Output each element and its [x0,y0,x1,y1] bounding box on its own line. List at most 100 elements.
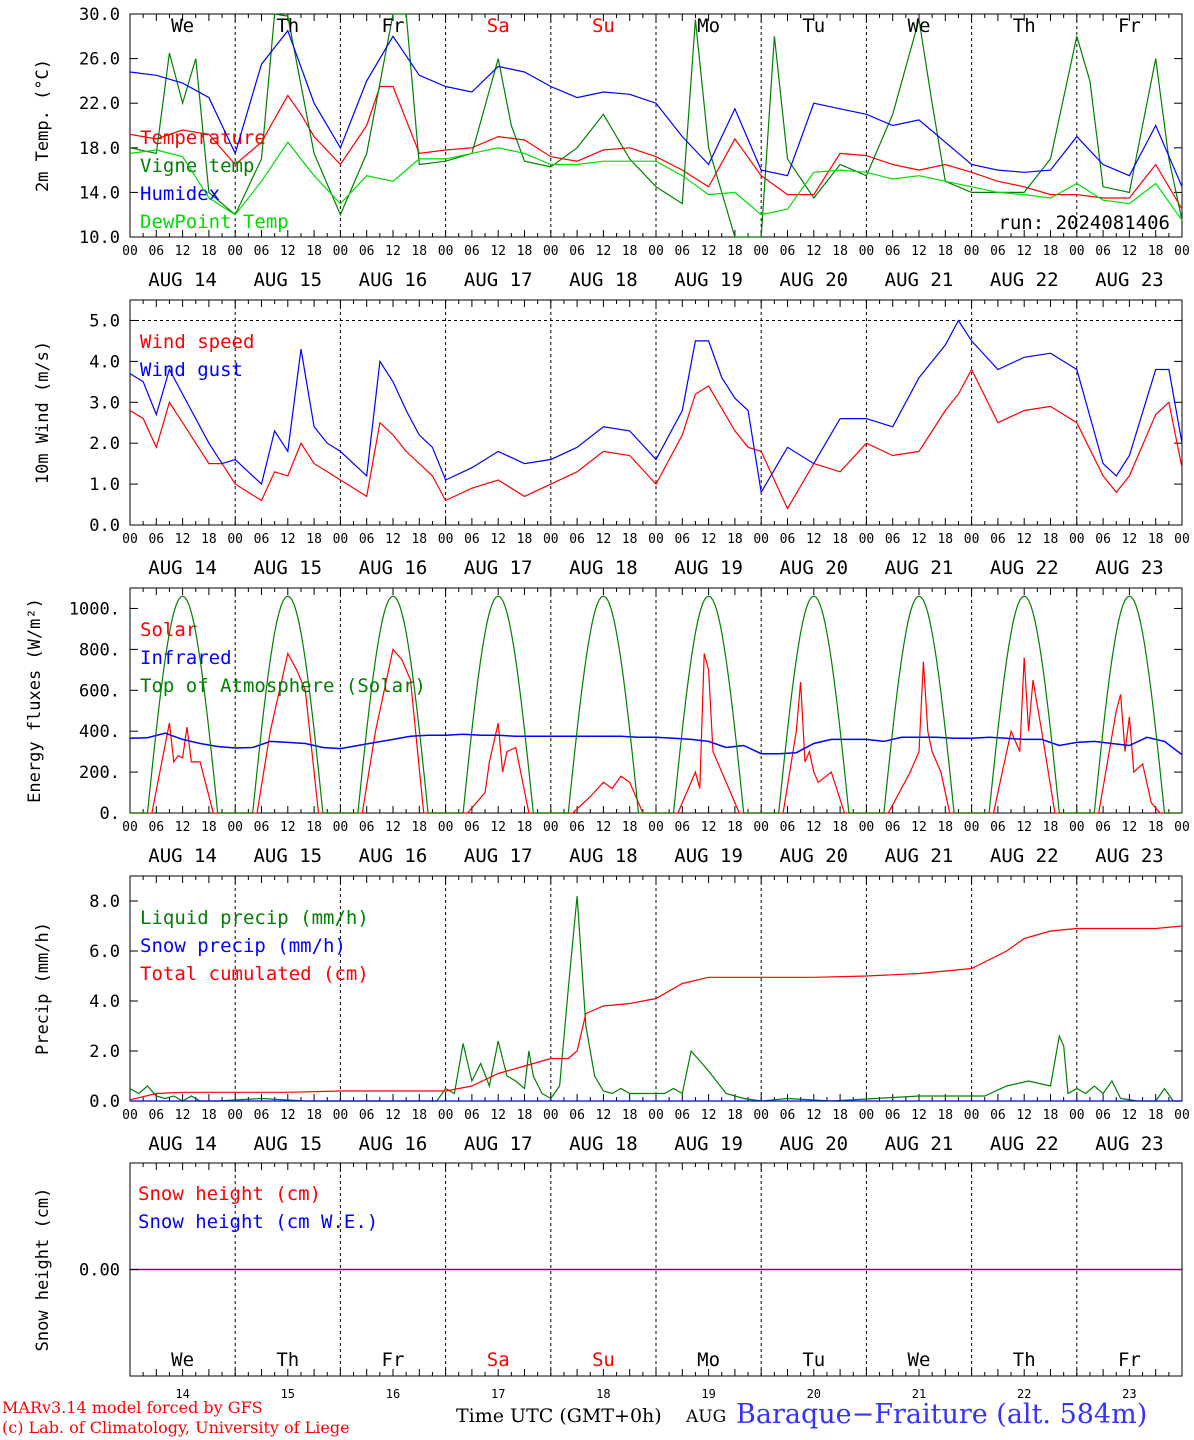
hour-tick-label: 12 [280,820,296,835]
hour-tick-label: 12 [911,1108,927,1123]
weekday-label: Tu [802,15,825,37]
hour-tick-label: 12 [490,1108,506,1123]
y-tick-label: 200. [79,763,120,783]
date-label: AUG 15 [253,845,322,867]
hour-tick-label: 18 [517,244,533,259]
hour-tick-label: 06 [990,1108,1006,1123]
weekday-label: We [171,1349,194,1371]
date-label: AUG 18 [569,557,638,579]
legend-entry: Infrared [140,647,232,669]
date-label: AUG 20 [779,269,848,291]
legend-entry: Temperature [140,127,266,149]
day-number: 23 [1122,1387,1136,1401]
date-label: AUG 22 [990,845,1059,867]
y-tick-label: 30.0 [79,5,120,25]
hour-tick-label: 06 [148,1108,164,1123]
weekday-label: Tu [802,1349,825,1371]
hour-tick-label: 00 [1069,820,1085,835]
hour-tick-label: 00 [648,532,664,547]
y-tick-label: 10.0 [79,228,120,248]
date-label: AUG 17 [464,1133,533,1155]
hour-tick-label: 12 [385,1108,401,1123]
date-label: AUG 19 [674,1133,743,1155]
hour-tick-label: 06 [885,532,901,547]
hour-tick-label: 06 [780,820,796,835]
date-label: AUG 18 [569,845,638,867]
date-label: AUG 14 [148,845,217,867]
legend-entry: Vigne temp [140,155,254,177]
y-tick-label: 3.0 [89,393,120,413]
hour-tick-label: 06 [990,532,1006,547]
hour-tick-label: 12 [1122,532,1138,547]
date-label: AUG 23 [1095,1133,1164,1155]
date-label: AUG 16 [359,1133,428,1155]
hour-tick-label: 00 [227,532,243,547]
date-label: AUG 18 [569,1133,638,1155]
hour-tick-label: 00 [543,1108,559,1123]
hour-tick-label: 06 [464,820,480,835]
hour-tick-label: 00 [227,244,243,259]
hour-tick-label: 18 [306,244,322,259]
hour-tick-label: 06 [464,244,480,259]
hour-tick-label: 12 [1122,244,1138,259]
hour-tick-label: 00 [227,1108,243,1123]
y-tick-label: 4.0 [89,352,120,372]
hour-tick-label: 18 [411,820,427,835]
hour-tick-label: 06 [569,532,585,547]
hour-tick-label: 18 [832,244,848,259]
hour-tick-label: 12 [701,532,717,547]
hour-tick-label: 12 [596,532,612,547]
hour-tick-label: 12 [911,532,927,547]
weekday-label: Th [276,1349,299,1371]
y-tick-label: 6.0 [89,942,120,962]
weekday-label: Fr [1118,15,1141,37]
day-number: 19 [701,1387,715,1401]
hour-tick-label: 00 [333,1108,349,1123]
y-tick-label: 800. [79,640,120,660]
hour-tick-label: 00 [122,532,138,547]
credit-line: (c) Lab. of Climatology, University of L… [2,1418,350,1437]
hour-tick-label: 12 [490,532,506,547]
date-label: AUG 17 [464,845,533,867]
weekday-label: Mo [697,15,720,37]
hour-tick-label: 18 [1148,1108,1164,1123]
hour-tick-label: 18 [1043,1108,1059,1123]
hour-tick-label: 06 [464,532,480,547]
hour-tick-label: 18 [832,532,848,547]
hour-tick-label: 06 [254,532,270,547]
hour-tick-label: 00 [648,1108,664,1123]
hour-tick-label: 06 [885,820,901,835]
day-number: 20 [807,1387,821,1401]
hour-tick-label: 00 [543,532,559,547]
hour-tick-label: 18 [411,244,427,259]
hour-tick-label: 06 [674,820,690,835]
station-title: Baraque−Fraiture (alt. 584m) [736,1399,1148,1430]
hour-tick-label: 12 [385,244,401,259]
hour-tick-label: 12 [806,532,822,547]
date-label: AUG 23 [1095,269,1164,291]
weekday-label: We [171,15,194,37]
hour-tick-label: 06 [148,820,164,835]
model-line: MARv3.14 model forced by GFS [2,1398,263,1417]
legend-entry: Wind gust [140,359,243,381]
hour-tick-label: 12 [596,244,612,259]
hour-tick-label: 12 [175,820,191,835]
hour-tick-label: 06 [1095,820,1111,835]
y-tick-label: 400. [79,722,120,742]
hour-tick-label: 00 [543,820,559,835]
hour-tick-label: 18 [1043,532,1059,547]
time-label: Time UTC (GMT+0h) [456,1405,662,1427]
date-label: AUG 20 [779,1133,848,1155]
hour-tick-label: 18 [201,820,217,835]
hour-tick-label: 12 [1122,820,1138,835]
hour-tick-label: 12 [385,820,401,835]
hour-tick-label: 18 [1148,820,1164,835]
day-number: 16 [386,1387,400,1401]
hour-tick-label: 06 [148,244,164,259]
series-line [129,732,1183,756]
series-line [129,925,1183,1101]
series-line [129,13,1183,238]
y-tick-label: 600. [79,681,120,701]
hour-tick-label: 18 [937,1108,953,1123]
weekday-label: Fr [382,15,405,37]
